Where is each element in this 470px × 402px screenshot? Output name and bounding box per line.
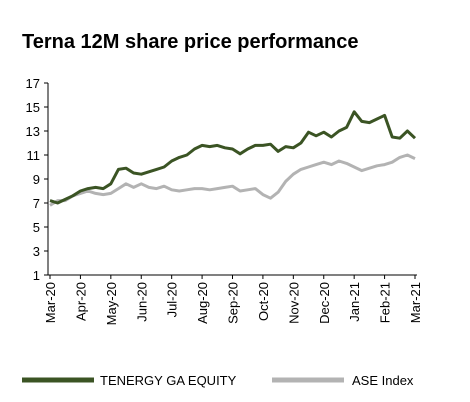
y-tick-label: 7 bbox=[33, 196, 40, 211]
x-tick-label: Dec-20 bbox=[317, 282, 332, 324]
x-tick-label: Apr-20 bbox=[73, 282, 88, 321]
chart-title: Terna 12M share price performance bbox=[22, 31, 358, 53]
legend-label: TENERGY GA EQUITY bbox=[100, 373, 237, 388]
y-tick-label: 13 bbox=[26, 124, 40, 139]
legend-label: ASE Index bbox=[352, 373, 414, 388]
x-tick-label: Sep-20 bbox=[226, 282, 241, 324]
x-tick-label: Jul-20 bbox=[165, 282, 180, 317]
x-tick-label: Oct-20 bbox=[256, 282, 271, 321]
y-tick-label: 1 bbox=[33, 268, 40, 283]
x-tick-label: Jun-20 bbox=[134, 282, 149, 322]
x-tick-label: Feb-21 bbox=[378, 282, 393, 323]
x-tick-label: Mar-21 bbox=[408, 282, 423, 323]
x-tick-label: Mar-20 bbox=[43, 282, 58, 323]
y-tick-label: 15 bbox=[26, 100, 40, 115]
x-tick-label: Aug-20 bbox=[195, 282, 210, 324]
y-tick-label: 17 bbox=[26, 76, 40, 91]
y-tick-label: 5 bbox=[33, 220, 40, 235]
series-line bbox=[49, 110, 417, 205]
x-tick-label: May-20 bbox=[104, 282, 119, 325]
y-tick-label: 11 bbox=[27, 148, 41, 163]
series-line bbox=[49, 153, 416, 207]
x-tick-label: Jan-21 bbox=[347, 282, 362, 322]
y-tick-label: 3 bbox=[33, 244, 40, 259]
x-tick-label: Nov-20 bbox=[286, 282, 301, 324]
y-tick-label: 9 bbox=[33, 172, 40, 187]
